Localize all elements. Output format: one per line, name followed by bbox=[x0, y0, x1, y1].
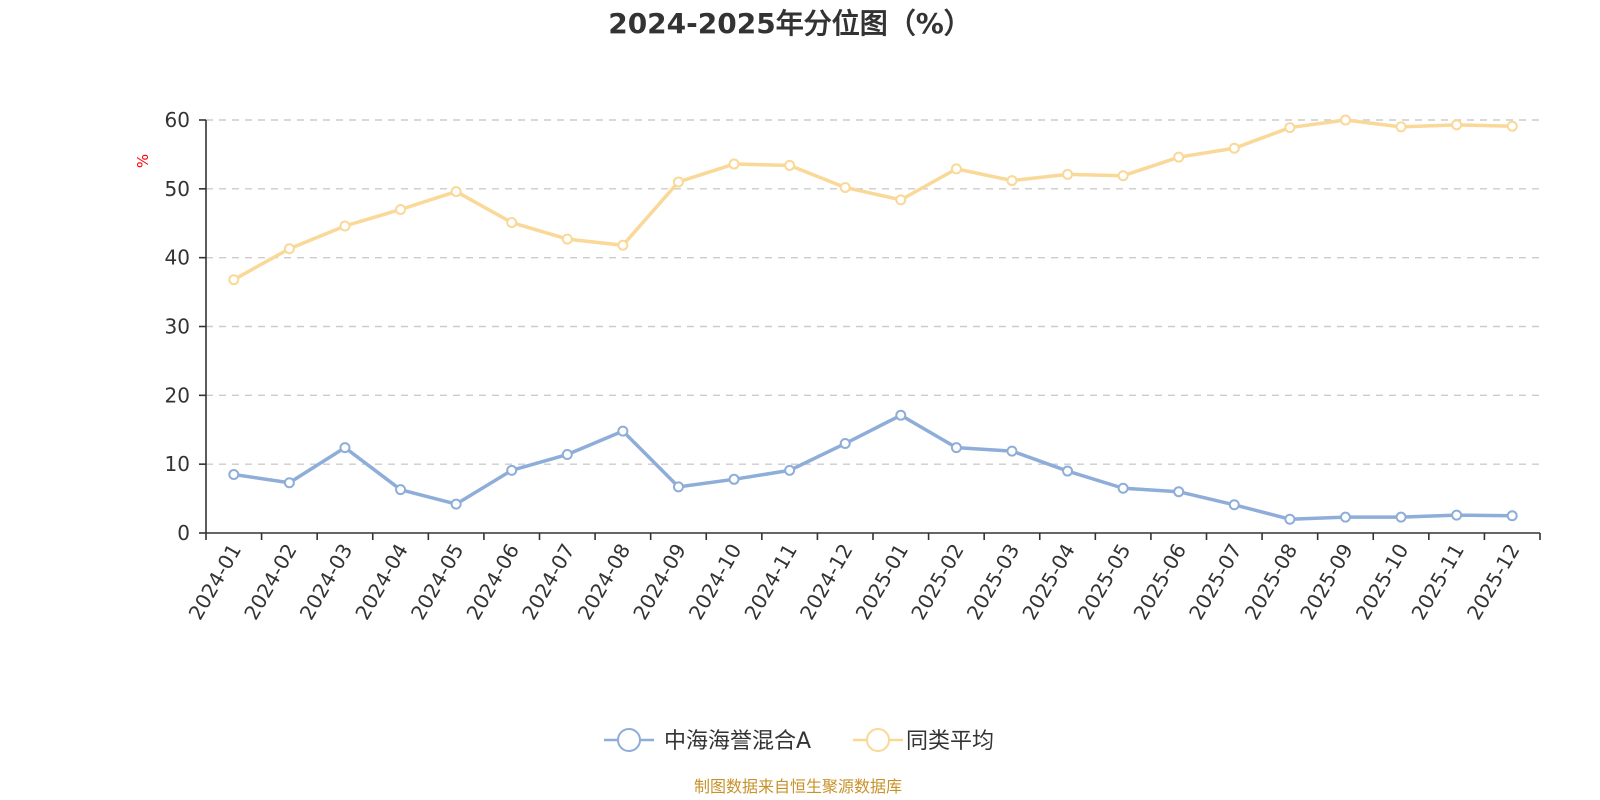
x-tick-label: 2025-08 bbox=[1240, 540, 1303, 624]
chart-title: 2024-2025年分位图（%） bbox=[608, 7, 972, 40]
data-point[interactable] bbox=[1062, 168, 1074, 180]
x-tick-label: 2024-05 bbox=[406, 540, 469, 624]
x-tick-label: 2024-09 bbox=[628, 540, 691, 624]
data-point[interactable] bbox=[1395, 121, 1407, 133]
data-point[interactable] bbox=[339, 220, 351, 232]
data-point[interactable] bbox=[1006, 175, 1018, 187]
data-point[interactable] bbox=[1451, 119, 1463, 131]
data-point[interactable] bbox=[950, 163, 962, 175]
x-tick-label: 2025-09 bbox=[1295, 540, 1358, 624]
data-point[interactable] bbox=[1228, 499, 1240, 511]
x-tick-label: 2024-12 bbox=[795, 540, 858, 624]
data-point[interactable] bbox=[506, 217, 518, 229]
y-tick-labels: 0 10 20 30 40 50 60 bbox=[165, 108, 190, 545]
data-point[interactable] bbox=[283, 477, 295, 489]
x-tick-label: 2024-07 bbox=[517, 540, 580, 624]
data-point[interactable] bbox=[728, 158, 740, 170]
x-tick-label: 2025-07 bbox=[1184, 540, 1247, 624]
data-point[interactable] bbox=[450, 186, 462, 198]
x-tick-label: 2025-10 bbox=[1351, 540, 1414, 624]
data-point[interactable] bbox=[895, 194, 907, 206]
x-tick-label: 2025-02 bbox=[906, 540, 969, 624]
data-point[interactable] bbox=[895, 409, 907, 421]
x-tick-label: 2024-04 bbox=[350, 540, 413, 624]
y-tick-label: 10 bbox=[165, 452, 190, 476]
series-line bbox=[233, 413, 1513, 521]
data-point[interactable] bbox=[283, 243, 295, 255]
data-point[interactable] bbox=[617, 425, 629, 437]
data-point[interactable] bbox=[228, 468, 240, 480]
data-point[interactable] bbox=[1284, 122, 1296, 134]
x-tick-label: 2024-08 bbox=[573, 540, 636, 624]
y-tick-label: 50 bbox=[165, 177, 190, 201]
data-point[interactable] bbox=[1395, 511, 1407, 523]
y-tick-label: 30 bbox=[165, 315, 190, 339]
series bbox=[228, 114, 1518, 525]
data-point[interactable] bbox=[1506, 120, 1518, 132]
legend-marker-icon bbox=[866, 728, 890, 752]
data-point[interactable] bbox=[1339, 511, 1351, 523]
data-point[interactable] bbox=[1506, 510, 1518, 522]
data-point[interactable] bbox=[1451, 509, 1463, 521]
legend-label: 中海海誉混合A bbox=[664, 729, 811, 754]
data-point[interactable] bbox=[950, 442, 962, 454]
x-tick-label: 2025-12 bbox=[1462, 540, 1525, 624]
x-tick-label: 2025-04 bbox=[1017, 540, 1080, 624]
legend-item[interactable]: 中海海誉混合A bbox=[604, 728, 811, 754]
x-tick-label: 2025-03 bbox=[962, 539, 1025, 623]
series-2 bbox=[228, 114, 1518, 286]
x-tick-label: 2024-10 bbox=[684, 540, 747, 624]
data-source-note: 制图数据来自恒生聚源数据库 bbox=[694, 777, 902, 796]
x-tick-label: 2025-01 bbox=[851, 540, 914, 624]
legend-item[interactable]: 同类平均 bbox=[853, 728, 994, 754]
series-1 bbox=[228, 409, 1518, 525]
y-tick-label: 60 bbox=[165, 108, 190, 132]
data-point[interactable] bbox=[1339, 114, 1351, 126]
data-point[interactable] bbox=[395, 203, 407, 215]
x-tick-label: 2024-06 bbox=[461, 540, 524, 624]
x-tick-labels: 2024-012024-022024-032024-042024-052024-… bbox=[184, 539, 1525, 623]
data-point[interactable] bbox=[395, 484, 407, 496]
x-tick-label: 2025-11 bbox=[1406, 540, 1469, 624]
axes bbox=[199, 119, 1541, 540]
x-tick-label: 2024-01 bbox=[184, 540, 247, 624]
x-tick-label: 2025-06 bbox=[1128, 540, 1191, 624]
data-point[interactable] bbox=[1173, 151, 1185, 163]
data-point[interactable] bbox=[617, 239, 629, 251]
data-point[interactable] bbox=[339, 442, 351, 454]
y-tick-label: 40 bbox=[165, 246, 190, 270]
legend-marker-icon bbox=[617, 728, 641, 752]
series-line bbox=[232, 118, 1513, 282]
data-point[interactable] bbox=[561, 449, 573, 461]
x-tick-label: 2024-02 bbox=[239, 540, 302, 624]
data-point[interactable] bbox=[784, 464, 796, 476]
x-tick-label: 2024-11 bbox=[739, 540, 802, 624]
data-point[interactable] bbox=[1284, 513, 1296, 525]
data-point[interactable] bbox=[839, 438, 851, 450]
data-point[interactable] bbox=[1062, 465, 1074, 477]
data-point[interactable] bbox=[561, 233, 573, 245]
legend-label: 同类平均 bbox=[906, 729, 994, 754]
data-point[interactable] bbox=[672, 176, 684, 188]
x-tick-label: 2025-05 bbox=[1073, 540, 1136, 624]
data-point[interactable] bbox=[672, 481, 684, 493]
legend[interactable]: 中海海誉混合A 同类平均 bbox=[604, 728, 994, 754]
x-tick-label: 2024-03 bbox=[295, 540, 358, 624]
grid-lines bbox=[206, 119, 1540, 465]
data-point[interactable] bbox=[728, 473, 740, 485]
data-point[interactable] bbox=[1117, 170, 1129, 182]
data-point[interactable] bbox=[1006, 445, 1018, 457]
y-tick-label: 0 bbox=[177, 521, 190, 545]
y-tick-label: 20 bbox=[165, 383, 190, 407]
data-point[interactable] bbox=[839, 181, 851, 193]
data-point[interactable] bbox=[1228, 142, 1240, 154]
y-axis-unit: % bbox=[134, 154, 152, 168]
data-point[interactable] bbox=[1117, 482, 1129, 494]
data-point[interactable] bbox=[506, 464, 518, 476]
data-point[interactable] bbox=[228, 274, 240, 286]
data-point[interactable] bbox=[450, 498, 462, 510]
data-point[interactable] bbox=[784, 159, 796, 171]
data-point[interactable] bbox=[1173, 486, 1185, 498]
